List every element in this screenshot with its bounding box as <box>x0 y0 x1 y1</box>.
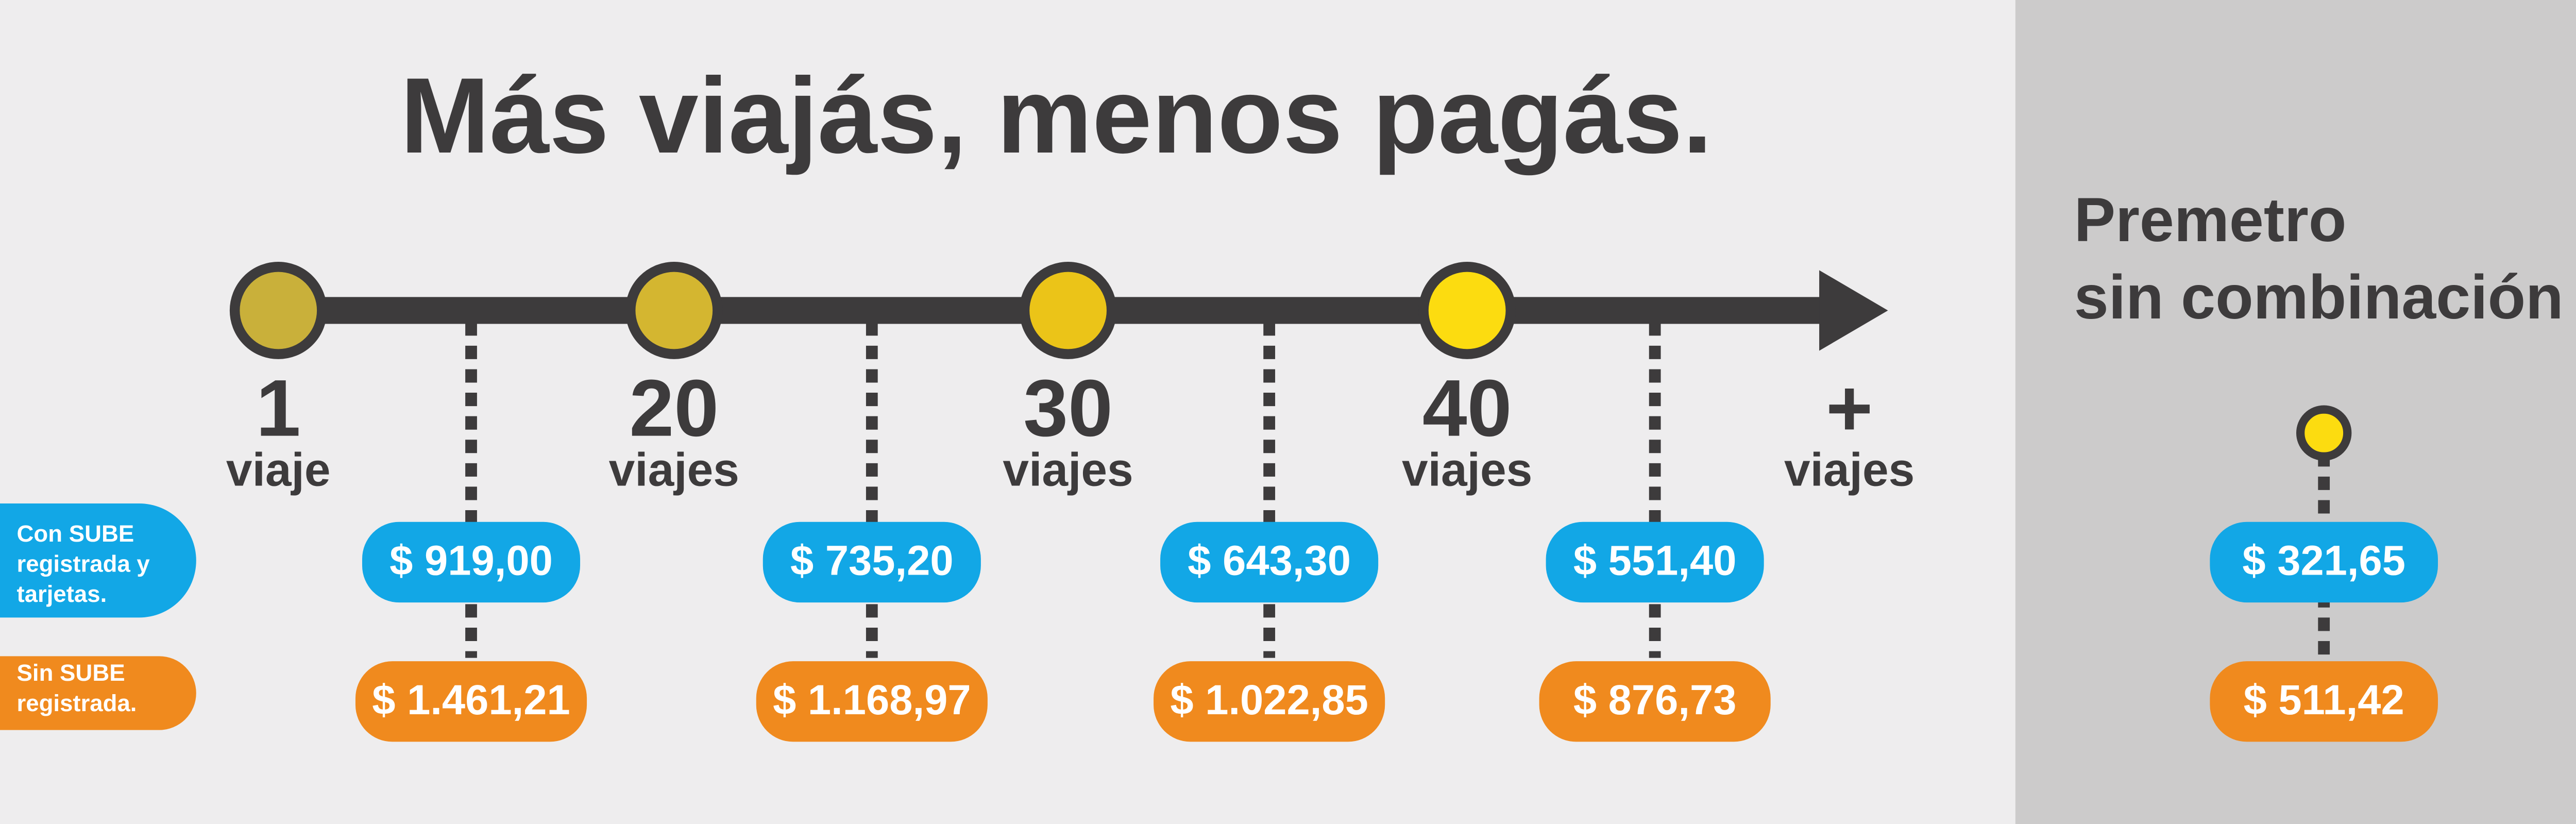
milestone-dot <box>1418 262 1516 359</box>
milestone-dot <box>229 262 327 359</box>
premetro-dot <box>2296 405 2352 461</box>
price-tag <box>355 661 587 742</box>
price-tag <box>362 522 581 603</box>
milestone-unit: viajes <box>1003 443 1133 496</box>
price-tag <box>762 522 981 603</box>
price-tag <box>756 661 988 742</box>
legend-text: registrada y <box>17 551 150 577</box>
legend-text: Con SUBE <box>17 520 134 547</box>
price-text: $ 919,00 <box>389 537 553 584</box>
legend-swatch <box>0 503 196 618</box>
milestone-unit: viajes <box>609 443 739 496</box>
legend-swatch <box>0 656 196 730</box>
price-tag <box>1539 661 1771 742</box>
milestone-dot <box>625 262 723 359</box>
side-title: Premetro <box>2074 185 2347 255</box>
milestone-unit: viaje <box>226 443 331 496</box>
price-text: $ 511,42 <box>2244 677 2404 724</box>
milestone-unit: viajes <box>1784 443 1914 496</box>
title: Más viajás, menos pagás. <box>400 56 1713 176</box>
price-text: $ 1.022,85 <box>1170 677 1368 724</box>
legend-text: registrada. <box>17 690 137 716</box>
price-tag <box>2210 661 2438 742</box>
timeline-arrow <box>1819 270 1888 351</box>
price-tag <box>2210 522 2438 603</box>
milestone-unit: viajes <box>1402 443 1532 496</box>
milestone-number: 20 <box>629 364 719 453</box>
milestone-dot <box>1019 262 1117 359</box>
price-text: $ 876,73 <box>1573 677 1737 724</box>
legend-text: Sin SUBE <box>17 660 125 686</box>
milestone-number: 40 <box>1422 364 1512 453</box>
price-tag <box>1160 522 1379 603</box>
milestone-number: 30 <box>1023 364 1113 453</box>
price-text: $ 1.168,97 <box>773 677 971 724</box>
price-tag <box>1546 522 1764 603</box>
price-text: $ 1.461,21 <box>372 677 570 724</box>
price-text: $ 551,40 <box>1573 537 1737 584</box>
legend-text: tarjetas. <box>17 581 107 607</box>
price-text: $ 735,20 <box>790 537 954 584</box>
price-text: $ 643,30 <box>1188 537 1351 584</box>
price-tag <box>1154 661 1385 742</box>
milestone-number: + <box>1826 364 1873 453</box>
price-text: $ 321,65 <box>2242 537 2405 584</box>
milestone-number: 1 <box>256 364 301 453</box>
side-title: sin combinación <box>2074 262 2564 332</box>
